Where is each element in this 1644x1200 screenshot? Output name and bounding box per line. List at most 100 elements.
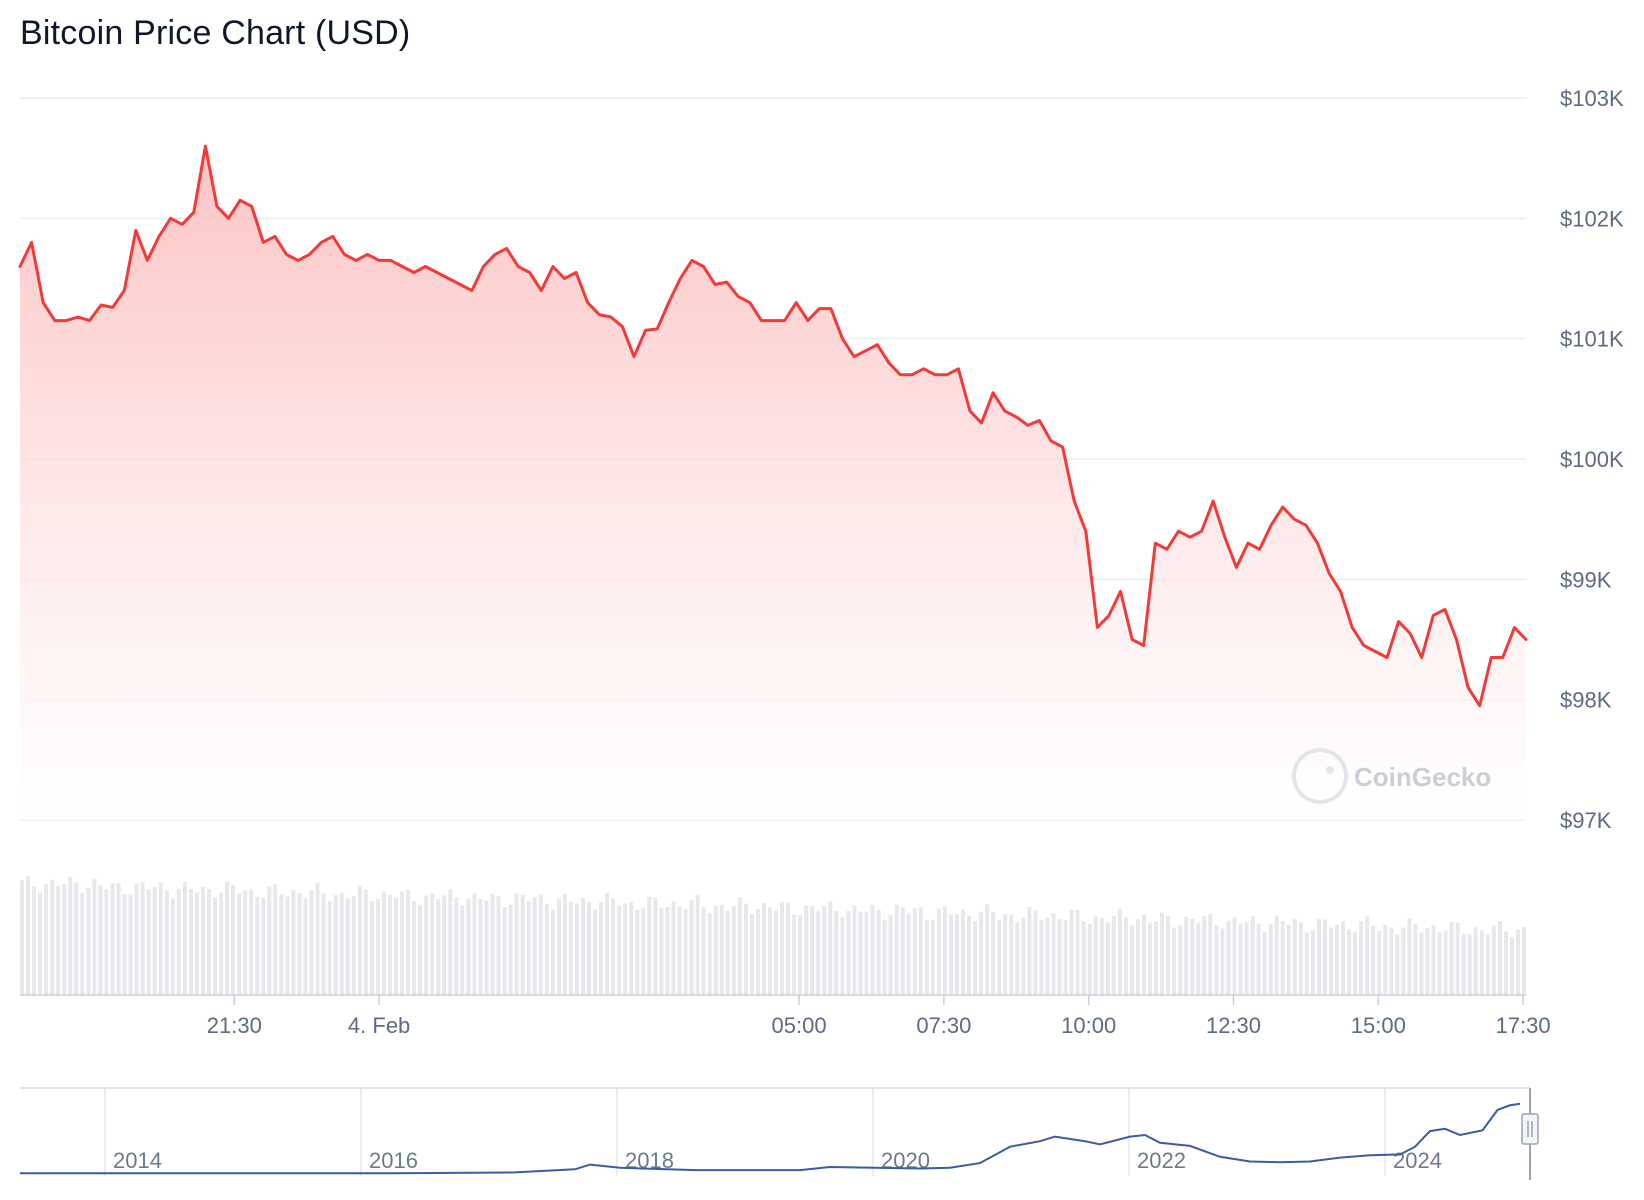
volume-bar — [876, 909, 881, 995]
x-axis: 21:30 4. Feb 05:00 07:30 10:00 12:30 15:00 17:3… — [207, 995, 1551, 1038]
volume-bar — [466, 898, 471, 995]
volume-bar — [1292, 918, 1297, 995]
volume-bar — [412, 901, 417, 995]
volume-bar — [50, 879, 55, 995]
volume-bar — [1310, 930, 1315, 995]
volume-bar — [1425, 928, 1430, 995]
volume-bar — [140, 881, 145, 995]
volume-bar — [321, 893, 326, 995]
volume-bar — [1443, 930, 1448, 995]
volume-bar — [804, 905, 809, 995]
volume-bar — [472, 893, 477, 995]
navigator-year-label: 2014 — [113, 1148, 162, 1173]
navigator-year-label: 2024 — [1393, 1148, 1442, 1173]
volume-bar — [659, 907, 664, 995]
volume-bar — [1395, 934, 1400, 995]
volume-bar — [665, 907, 670, 995]
volume-bar — [1359, 921, 1364, 995]
x-tick-label: 10:00 — [1061, 1013, 1116, 1038]
volume-bar — [454, 897, 459, 995]
volume-bar — [219, 892, 224, 995]
volume-bar — [478, 898, 483, 995]
volume-bar — [985, 904, 990, 995]
volume-bar — [1437, 931, 1442, 995]
volume-bar — [973, 921, 978, 995]
volume-bar — [1298, 922, 1303, 995]
coingecko-watermark: CoinGecko — [1292, 748, 1491, 804]
navigator-handle[interactable] — [1521, 1113, 1539, 1145]
volume-bar — [882, 919, 887, 995]
volume-bar — [894, 904, 899, 995]
volume-bar — [683, 909, 688, 995]
volume-bar — [182, 881, 187, 995]
volume-bar — [1111, 915, 1116, 995]
coingecko-logo-icon — [1292, 748, 1348, 804]
volume-bar — [695, 894, 700, 995]
volume-bar — [1304, 932, 1309, 995]
volume-bar — [1329, 927, 1333, 995]
volume-bar — [1371, 925, 1376, 995]
volume-bar — [568, 902, 573, 995]
volume-bar — [1232, 917, 1237, 995]
volume-bar — [562, 894, 567, 995]
volume-bar — [1522, 927, 1526, 995]
volume-bar — [991, 912, 996, 995]
volume-bar — [731, 905, 736, 995]
volume-bar — [369, 901, 374, 995]
volume-bar — [448, 889, 453, 995]
volume-bar — [641, 908, 646, 995]
volume-bar — [798, 915, 803, 995]
volume-bar — [1467, 934, 1472, 995]
volume-bar — [1075, 909, 1080, 995]
volume-bar — [44, 884, 49, 995]
volume-bar — [146, 889, 151, 995]
volume-bar — [912, 908, 917, 995]
volume-bar — [1184, 916, 1189, 995]
navigator[interactable]: 2014 2016 2018 2020 2022 2024 — [20, 1087, 1539, 1180]
volume-bar — [755, 909, 760, 995]
volume-bar — [538, 894, 543, 995]
price-area — [20, 146, 1526, 821]
volume-bar — [424, 895, 429, 995]
volume-bar — [599, 902, 604, 995]
volume-bar — [1027, 907, 1032, 995]
volume-bar — [327, 901, 332, 995]
volume-bar — [1516, 929, 1520, 995]
volume-bar — [406, 889, 411, 995]
volume-bar — [1503, 931, 1508, 995]
volume-bar — [1407, 918, 1412, 995]
watermark-label: CoinGecko — [1354, 762, 1491, 792]
volume-bar — [1491, 925, 1496, 995]
volume-bar — [635, 909, 640, 995]
volume-bar — [828, 901, 833, 995]
volume-bar — [116, 883, 121, 995]
volume-bar — [1509, 937, 1514, 995]
volume-bar — [1033, 910, 1038, 995]
y-axis: $97K $98K $99K $100K $101K $102K $103K — [1560, 86, 1624, 833]
volume-bar — [526, 901, 531, 995]
volume-bar — [104, 889, 109, 995]
volume-bar — [1142, 914, 1146, 995]
volume-bar — [653, 897, 658, 995]
volume-bar — [936, 908, 941, 995]
volume-bar — [967, 915, 971, 995]
volume-bar — [864, 911, 869, 995]
volume-bar — [762, 902, 766, 995]
volume-bar — [816, 911, 821, 995]
volume-bar — [1069, 909, 1074, 995]
navigator-year-label: 2022 — [1137, 1148, 1186, 1173]
volume-bar — [671, 901, 676, 995]
volume-bar — [617, 905, 622, 995]
volume-bar — [273, 884, 278, 995]
y-tick-label: $99K — [1560, 567, 1612, 592]
price-line — [18, 144, 1528, 708]
volume-bar — [56, 885, 61, 995]
volume-bar — [870, 904, 875, 995]
volume-bar — [170, 898, 175, 995]
volume-bar — [1099, 917, 1104, 995]
volume-bar — [418, 904, 423, 995]
volume-bar — [1039, 920, 1044, 995]
volume-bars — [20, 875, 1526, 996]
y-tick-label: $102K — [1560, 206, 1624, 231]
volume-bar — [20, 880, 24, 995]
